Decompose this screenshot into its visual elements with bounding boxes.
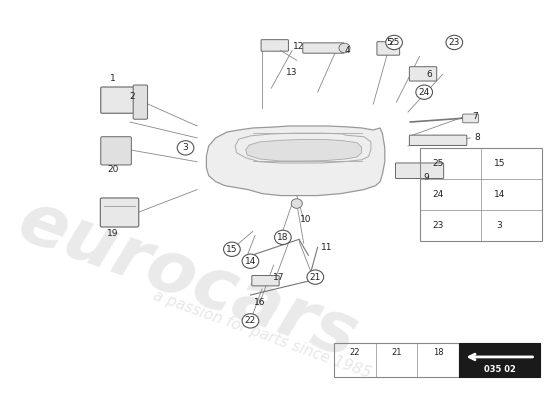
FancyBboxPatch shape (409, 135, 467, 146)
Text: 17: 17 (272, 273, 284, 282)
Circle shape (386, 35, 403, 50)
Text: 18: 18 (277, 233, 289, 242)
Text: 4: 4 (345, 46, 350, 55)
FancyBboxPatch shape (377, 42, 400, 55)
Text: 16: 16 (254, 298, 266, 308)
Circle shape (223, 242, 240, 256)
Polygon shape (206, 126, 385, 196)
FancyBboxPatch shape (101, 87, 134, 113)
Text: 21: 21 (391, 348, 401, 357)
Text: 15: 15 (226, 245, 238, 254)
Text: 23: 23 (449, 38, 460, 47)
Text: 24: 24 (419, 88, 430, 97)
Circle shape (242, 314, 258, 328)
Circle shape (291, 199, 302, 208)
Polygon shape (246, 140, 362, 161)
Text: 13: 13 (287, 68, 298, 77)
Text: 14: 14 (245, 257, 256, 266)
FancyBboxPatch shape (463, 114, 478, 123)
Text: a passion for parts since 1985: a passion for parts since 1985 (151, 288, 373, 381)
Text: 24: 24 (432, 190, 444, 199)
Circle shape (416, 85, 432, 99)
Text: 8: 8 (475, 134, 480, 142)
Text: 9: 9 (424, 173, 430, 182)
FancyBboxPatch shape (133, 85, 147, 119)
Text: 21: 21 (310, 273, 321, 282)
Text: 6: 6 (426, 70, 432, 79)
Text: 20: 20 (107, 165, 118, 174)
Bar (459, 343, 540, 376)
Circle shape (242, 254, 258, 268)
Text: 11: 11 (321, 243, 333, 252)
Text: 25: 25 (432, 159, 444, 168)
Text: 19: 19 (107, 229, 119, 238)
Text: 23: 23 (432, 221, 444, 230)
Bar (334, 343, 459, 376)
Text: 18: 18 (433, 348, 443, 357)
Text: 2: 2 (129, 92, 135, 101)
Text: 14: 14 (494, 190, 505, 199)
Text: 22: 22 (245, 316, 256, 325)
Circle shape (274, 230, 291, 244)
Text: 3: 3 (497, 221, 502, 230)
Text: 15: 15 (494, 159, 505, 168)
Text: 10: 10 (300, 215, 312, 224)
Bar (420, 148, 542, 241)
Text: 5: 5 (387, 38, 392, 47)
FancyBboxPatch shape (252, 276, 279, 286)
Text: 25: 25 (388, 38, 400, 47)
Text: 035 02: 035 02 (483, 365, 515, 374)
Text: 22: 22 (349, 348, 360, 357)
Circle shape (307, 270, 323, 284)
Text: 12: 12 (293, 42, 305, 51)
FancyBboxPatch shape (409, 67, 437, 81)
Text: 1: 1 (110, 74, 115, 83)
FancyBboxPatch shape (395, 163, 444, 178)
FancyBboxPatch shape (303, 43, 344, 53)
Circle shape (446, 35, 463, 50)
Text: 7: 7 (472, 112, 478, 120)
FancyBboxPatch shape (101, 137, 131, 165)
Circle shape (177, 141, 194, 155)
Text: eurocars: eurocars (9, 186, 367, 372)
Circle shape (339, 43, 350, 53)
FancyBboxPatch shape (100, 198, 139, 227)
Text: 3: 3 (183, 143, 189, 152)
FancyBboxPatch shape (261, 40, 288, 51)
